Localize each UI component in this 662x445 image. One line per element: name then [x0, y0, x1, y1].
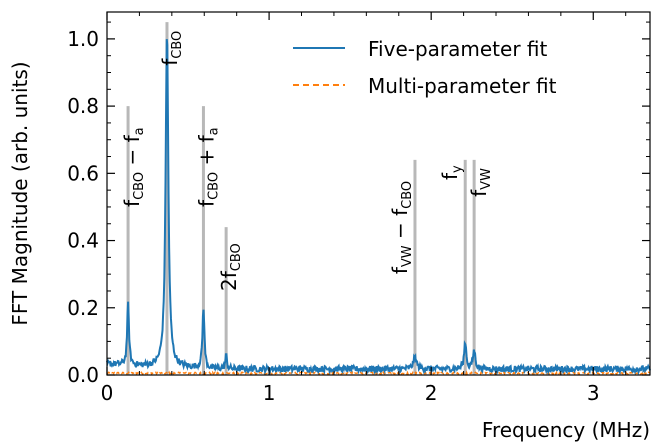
x-tick-label: 2	[425, 381, 438, 405]
series-layer	[106, 39, 651, 377]
marker-label-4: fVW − fCBO	[388, 181, 415, 274]
y-tick-label: 0.0	[67, 363, 99, 387]
x-tick-label: 3	[587, 381, 600, 405]
axis-ticks: 0 1 2 3 0.0 0.2 0.4 0.6 0.8 1.0	[67, 12, 650, 405]
series-multi-parameter-line	[106, 370, 651, 377]
x-tick-label: 0	[101, 381, 114, 405]
marker-label-0: fCBO − fa	[120, 127, 147, 207]
marker-label-2: fCBO + fa	[194, 127, 221, 207]
y-axis-label: FFT Magnitude (arb. units)	[8, 61, 32, 325]
y-tick-label: 1.0	[67, 27, 99, 51]
x-tick-label: 1	[263, 381, 276, 405]
marker-label-1: fCBO	[158, 31, 185, 66]
y-tick-label: 0.4	[67, 229, 99, 253]
y-tick-label: 0.6	[67, 161, 99, 185]
marker-label-3: 2fCBO	[217, 243, 244, 291]
legend: Five-parameter fit Multi-parameter fit	[293, 37, 557, 98]
series-five-parameter-line	[106, 39, 651, 376]
plot-frame	[106, 11, 651, 376]
marker-label-5: fy	[438, 165, 465, 180]
marker-labels: fCBO − fa fCBO fCBO + fa 2fCBO fVW − fCBO fyf…	[120, 31, 494, 291]
legend-label-multi-parameter: Multi-parameter fit	[368, 74, 557, 98]
y-tick-label: 0.8	[67, 94, 99, 118]
legend-label-five-parameter: Five-parameter fit	[368, 37, 548, 61]
marker-label-6: fVW	[467, 168, 494, 197]
x-axis-label: Frequency (MHz)	[482, 418, 650, 442]
y-tick-label: 0.2	[67, 296, 99, 320]
